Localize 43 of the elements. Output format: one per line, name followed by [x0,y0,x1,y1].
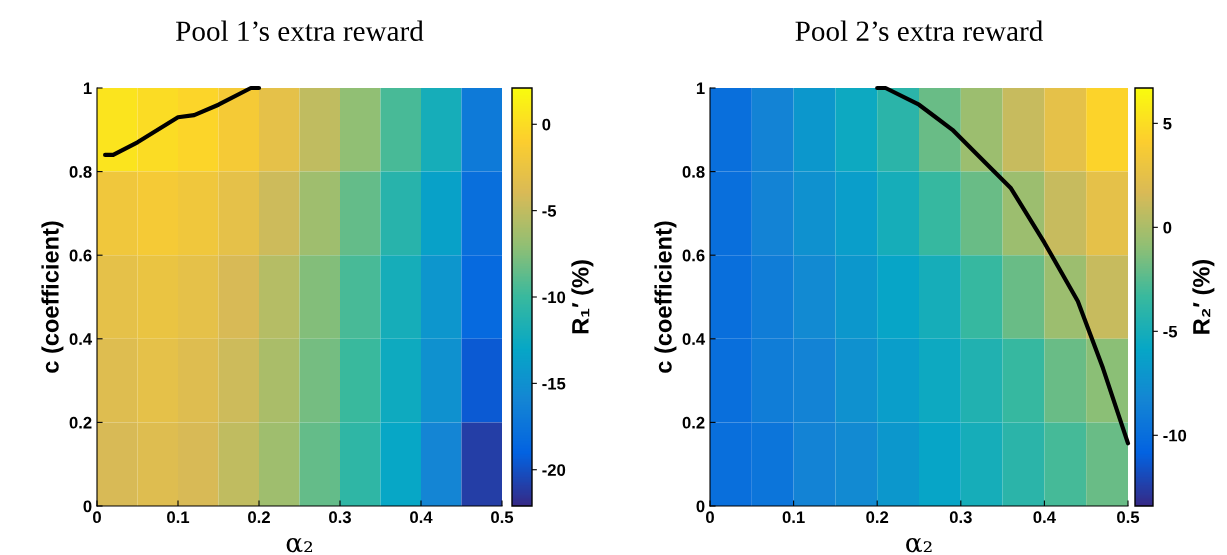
y-tick-label: 0.4 [682,333,706,345]
line-series [875,85,1131,446]
color-bar-label: 5 [1163,117,1172,130]
color-bar-label: 0 [1163,221,1172,234]
color-bar-title: R₁′ (%) [571,260,594,334]
x-axis-title: α₂ [906,537,932,553]
x-tick-label: 0.2 [866,511,889,524]
x-tick-label: 0 [93,511,101,524]
y-tick-label: 1 [83,82,92,95]
color-bar-label: -15 [542,377,566,390]
color-bar-label: -20 [542,464,566,476]
chart-title: Pool 1’s extra reward [176,20,424,42]
color-bar-label: 0 [542,118,551,131]
x-tick-label: 0 [706,511,714,524]
chart-title: Pool 2’s extra reward [795,20,1043,42]
y-tick-label: 0.2 [682,416,705,429]
x-tick-label: 0.2 [248,511,270,524]
y-tick-label: 0.4 [69,333,93,345]
y-tick-label: 0.8 [682,166,705,178]
x-axis-title: α₂ [286,537,313,553]
x-tick-label: 0.1 [167,511,190,524]
x-tick-label: 0.4 [410,511,433,524]
x-tick-label: 0.5 [491,511,514,524]
y-tick-label: 0 [696,500,705,513]
y-tick-label: 0.8 [69,166,92,178]
x-tick-label: 0.4 [1033,511,1056,524]
color-bar-label: -5 [542,205,557,217]
y-axis-title: c (coefficient) [654,221,677,373]
color-bar-label: -10 [1163,429,1187,442]
x-tick-label: 0.5 [1117,511,1140,524]
y-tick-label: 0.6 [69,249,92,262]
y-tick-label: 0.2 [69,416,92,429]
line-series [103,85,262,157]
x-tick-label: 0.3 [949,511,972,524]
x-tick-label: 0.1 [782,511,805,524]
y-tick-label: 1 [696,82,705,95]
y-tick-label: 0.6 [682,249,705,262]
y-tick-label: 0 [83,500,92,513]
color-bar-label: -10 [542,291,566,304]
color-bar-label: -5 [1163,325,1178,338]
x-tick-label: 0.3 [329,511,351,524]
y-axis-title: c (coefficient) [41,221,64,373]
color-bar-title: R₂′ (%) [1192,259,1215,334]
